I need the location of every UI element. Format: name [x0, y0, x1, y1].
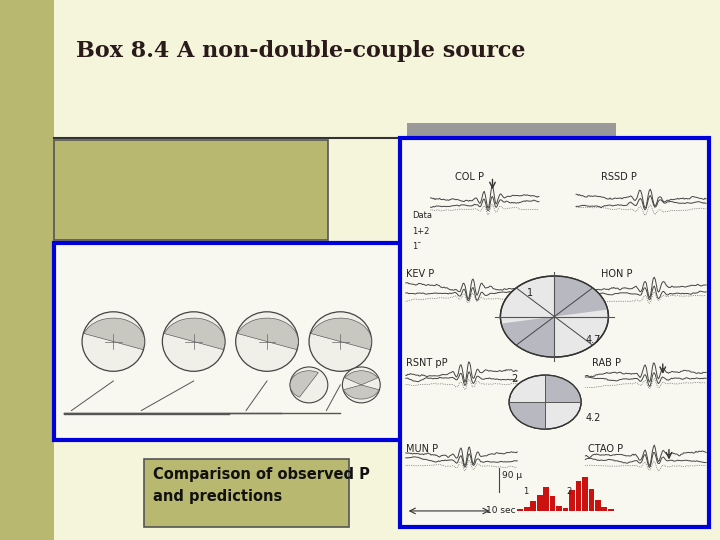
Wedge shape [343, 385, 379, 399]
Text: 2: 2 [511, 374, 517, 384]
Text: 1: 1 [526, 288, 533, 298]
FancyBboxPatch shape [54, 140, 328, 240]
Bar [556, 505, 562, 511]
Text: HON P: HON P [601, 269, 632, 279]
Wedge shape [311, 318, 372, 349]
Text: 6.2: 6.2 [107, 382, 120, 392]
Wedge shape [502, 316, 554, 356]
Bar [608, 509, 614, 511]
Text: Period (sec): Period (sec) [354, 398, 400, 407]
Text: BB: BB [299, 267, 312, 276]
Text: 0.1: 0.1 [235, 422, 248, 431]
Text: 1: 1 [333, 422, 338, 431]
Text: Long-period Analysis: Long-period Analysis [104, 249, 199, 258]
Text: Frequency (Hz): Frequency (Hz) [354, 418, 412, 427]
Text: 5.9: 5.9 [186, 382, 201, 392]
Text: GDSN: GDSN [179, 267, 208, 276]
Bar [575, 481, 582, 511]
Wedge shape [554, 276, 607, 316]
Ellipse shape [290, 367, 328, 403]
Bar [0, 0, 54, 540]
Wedge shape [164, 318, 225, 349]
Text: RSSD P: RSSD P [601, 172, 636, 181]
Bar [536, 495, 543, 511]
Text: MUN P: MUN P [406, 444, 438, 454]
Text: Comparison of observed P
and predictions: Comparison of observed P and predictions [153, 467, 369, 504]
Text: COL P: COL P [455, 172, 485, 181]
Ellipse shape [309, 312, 372, 372]
Bar [582, 477, 588, 511]
FancyBboxPatch shape [144, 459, 349, 526]
Text: KEV P: KEV P [406, 269, 434, 279]
Text: 4.7: 4.7 [585, 335, 600, 345]
Wedge shape [84, 318, 145, 349]
Text: CMT: CMT [103, 267, 124, 276]
Bar [595, 500, 601, 511]
Circle shape [509, 375, 581, 429]
Text: Box 8.4 A non-double-couple source: Box 8.4 A non-double-couple source [76, 40, 525, 63]
Text: 1: 1 [333, 402, 338, 411]
FancyBboxPatch shape [400, 138, 709, 526]
Bar [601, 507, 608, 511]
Wedge shape [545, 375, 581, 402]
Text: 10 sec: 10 sec [486, 507, 516, 516]
Text: RSNT pP: RSNT pP [406, 358, 447, 368]
Text: RAB P: RAB P [592, 358, 621, 368]
Text: Body Wave: Body Wave [158, 282, 201, 292]
Text: 2: 2 [567, 487, 572, 496]
Ellipse shape [82, 312, 145, 372]
Text: 100: 100 [138, 402, 153, 411]
Text: 90 μ: 90 μ [502, 471, 522, 481]
Wedge shape [345, 371, 378, 385]
Text: 0.01: 0.01 [138, 422, 155, 431]
Text: 7.2: 7.2 [260, 382, 274, 392]
Text: Data: Data [412, 211, 432, 220]
Bar [523, 507, 530, 511]
Bar [562, 508, 569, 511]
Text: 1000: 1000 [65, 402, 84, 411]
Wedge shape [238, 318, 298, 349]
FancyBboxPatch shape [54, 243, 403, 440]
Ellipse shape [163, 312, 225, 372]
Ellipse shape [235, 312, 298, 372]
Bar [517, 509, 523, 511]
Text: Significant non-double
components found using waves
with different frequencies: Significant non-double components found … [63, 150, 324, 210]
Text: 0.001: 0.001 [65, 422, 86, 431]
Bar [543, 487, 549, 511]
Bar [549, 496, 556, 511]
Text: 7.2: 7.2 [333, 382, 348, 392]
Text: Surface Wave: Surface Wave [82, 282, 135, 292]
Ellipse shape [343, 367, 380, 403]
Text: 1ˉ: 1ˉ [412, 242, 421, 251]
Text: 10: 10 [235, 402, 246, 411]
Text: +: + [322, 376, 331, 386]
Bar [569, 490, 575, 511]
Bar [588, 489, 595, 511]
Text: GDSN: GDSN [242, 267, 271, 276]
Bar [407, 123, 616, 138]
Circle shape [500, 276, 608, 357]
Text: 1+2: 1+2 [412, 226, 429, 235]
Text: CTAO P: CTAO P [588, 444, 624, 454]
Text: 4.2: 4.2 [585, 413, 600, 423]
Text: LP: LP [252, 282, 261, 292]
Bar [530, 501, 536, 511]
Wedge shape [510, 402, 545, 429]
Text: Broadband Analysis: Broadband Analysis [296, 249, 385, 258]
Wedge shape [290, 371, 318, 397]
Text: 1: 1 [523, 487, 528, 496]
